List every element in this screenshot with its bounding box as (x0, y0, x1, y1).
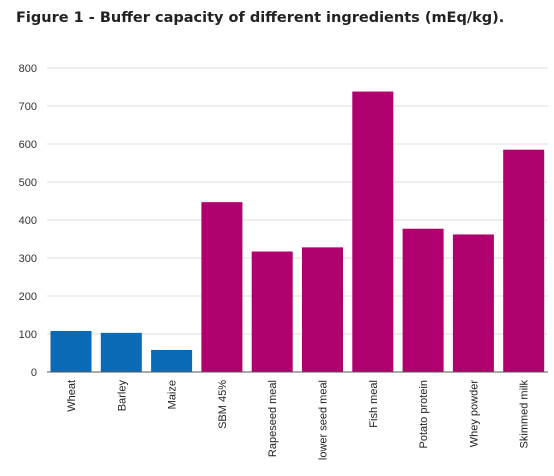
bar (352, 91, 394, 372)
chart-title: Figure 1 - Buffer capacity of different … (16, 10, 505, 26)
bar (402, 228, 444, 372)
x-tick-label: SBM 45% (217, 380, 229, 429)
y-tick-label: 200 (19, 291, 37, 303)
y-tick-label: 100 (19, 329, 37, 341)
x-tick-label: Wheat (66, 380, 78, 412)
bar (503, 149, 545, 372)
bar (452, 234, 494, 372)
bar (151, 349, 193, 372)
x-tick-label: lower seed meal (318, 380, 330, 460)
y-tick-label: 500 (19, 177, 37, 189)
y-tick-label: 0 (31, 367, 37, 379)
x-tick-label: Fish meal (368, 380, 380, 428)
y-tick-label: 800 (19, 63, 37, 75)
bar (201, 202, 243, 372)
x-tick-label: Barley (116, 380, 128, 412)
x-tick-label: Whey powder (468, 380, 480, 448)
x-tick-label: Rapeseed meal (267, 380, 279, 457)
x-tick-label: Skimmed milk (519, 380, 531, 449)
bar (302, 247, 343, 372)
y-tick-label: 700 (19, 101, 37, 113)
bar (100, 332, 142, 372)
bar (251, 251, 293, 372)
x-tick-label: Maize (167, 380, 179, 409)
x-tick-label: Potato protein (418, 380, 430, 449)
bar (50, 330, 92, 372)
y-tick-label: 400 (19, 215, 37, 227)
y-tick-label: 600 (19, 139, 37, 151)
y-tick-label: 300 (19, 253, 37, 265)
